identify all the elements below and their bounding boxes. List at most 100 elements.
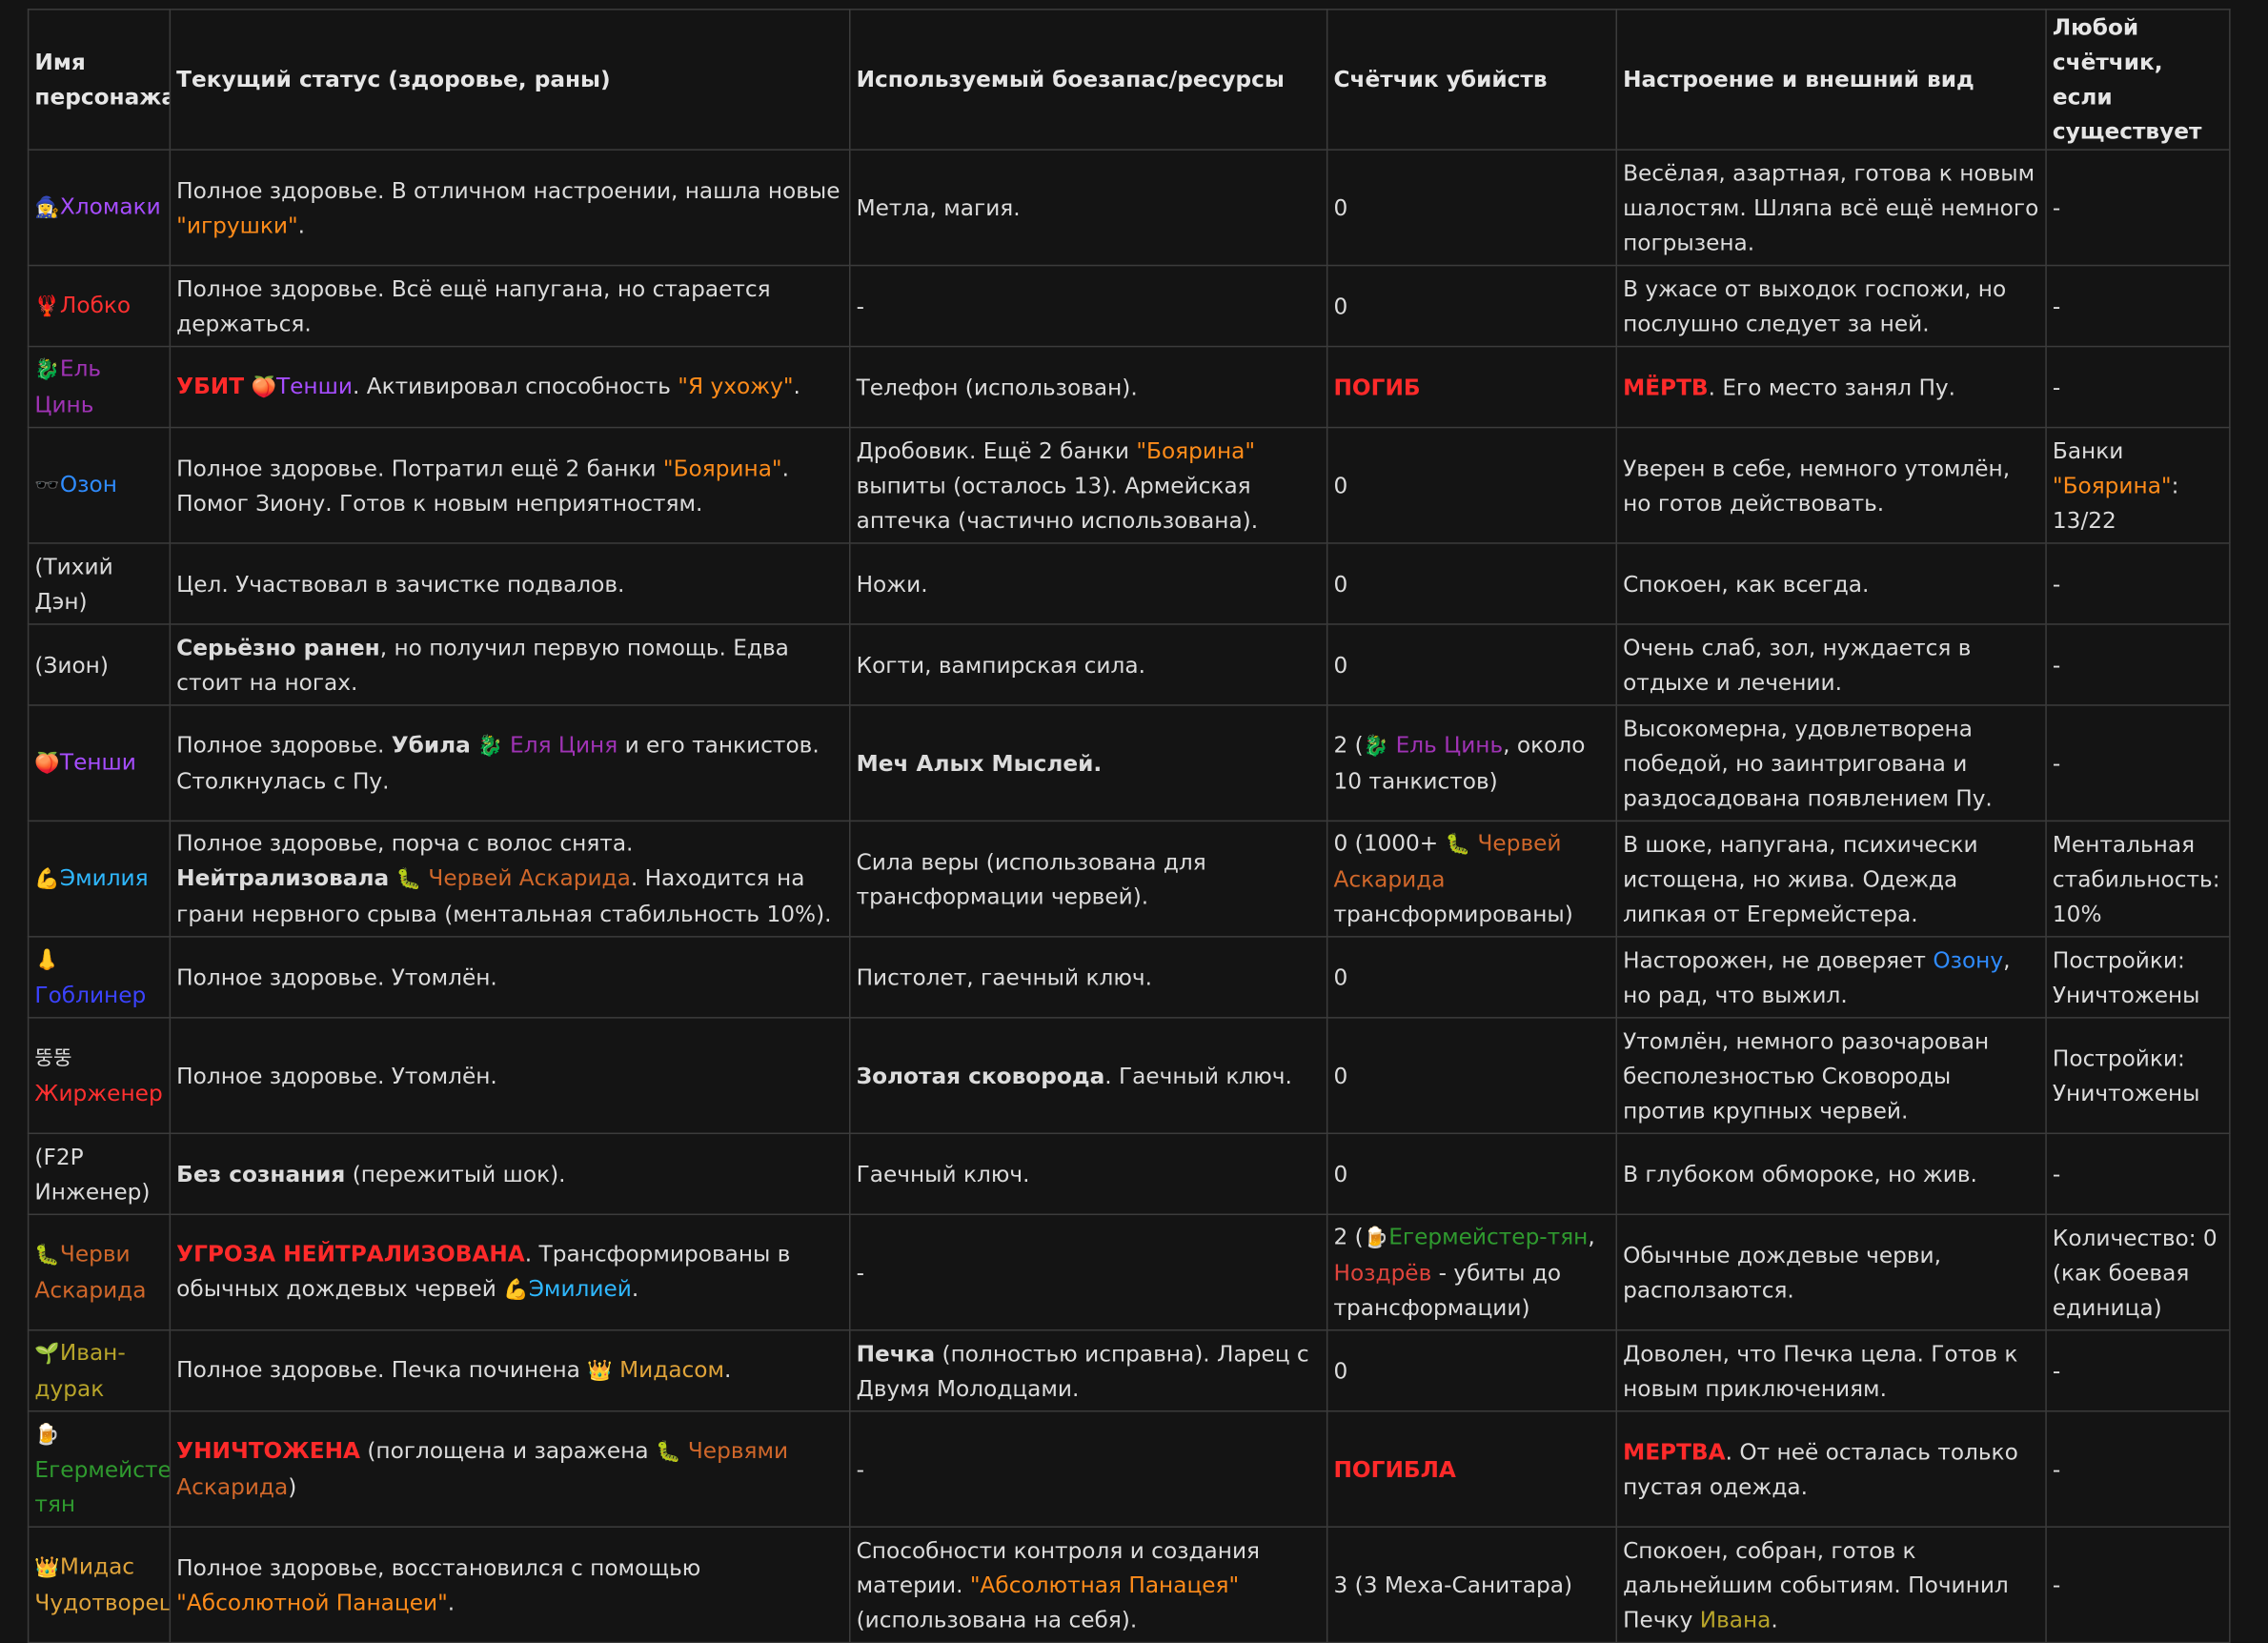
status-text: Полное здоровье. Печка починена	[176, 1356, 588, 1384]
kills-text: - убиты до трансформации)	[1333, 1260, 1562, 1321]
cell-counter: -	[2045, 264, 2231, 348]
cell-resources: Способности контроля и создания материи.…	[849, 1526, 1328, 1643]
dragon-icon: 🐉	[1363, 735, 1389, 759]
cell-status: Полное здоровье. Убила 🐉 Еля Циня и его …	[169, 704, 851, 822]
worm-icon: 🐛	[395, 867, 422, 892]
cell-kills: 2 (🍺Егермейстер-тян, Ноздрёв - убиты до …	[1326, 1213, 1618, 1331]
cell-resources: Меч Алых Мыслей.	[849, 704, 1328, 822]
status-neutralized: УГРОЗА НЕЙТРАЛИЗОВАНА	[176, 1241, 525, 1268]
character-link: Червей Аскарида	[1333, 830, 1562, 893]
sunglasses-icon: 🕶️	[34, 474, 60, 498]
cell-status: УБИТ 🍑Тенши. Активировал способность "Я …	[169, 345, 851, 429]
status-bold: Без сознания	[176, 1161, 346, 1187]
status-highlight: "Абсолютной Панацеи"	[176, 1589, 448, 1615]
table-row: 👑Мидас Чудотворец Полное здоровье, восст…	[27, 1526, 2231, 1643]
cell-status: УНИЧТОЖЕНА (поглощена и заражена 🐛 Червя…	[169, 1410, 851, 1528]
cell-status: Полное здоровье, порча с волос снята. Не…	[169, 820, 851, 938]
status-text: Полное здоровье.	[176, 732, 392, 759]
status-bold: Убила	[391, 732, 471, 759]
header-mood: Настроение и внешний вид	[1615, 9, 2047, 151]
cell-mood: МЁРТВ. Его место занял Пу.	[1615, 345, 2047, 429]
status-text: )	[288, 1473, 297, 1501]
status-highlight: "Я ухожу"	[678, 373, 794, 399]
status-text: (поглощена и заражена	[359, 1437, 657, 1465]
cell-counter: -	[2045, 345, 2231, 429]
witch-icon: 🧙‍♀️	[34, 196, 60, 220]
status-text: .	[631, 1275, 639, 1303]
cell-mood: Очень слаб, зол, нуждается в отдыхе и ле…	[1615, 623, 2047, 706]
character-name: Мидас Чудотворец	[34, 1553, 171, 1616]
mood-text: , но рад, что выжил.	[1623, 946, 2011, 1008]
resources-text: Дробовик. Ещё 2 банки	[856, 437, 1137, 464]
cell-mood: Насторожен, не доверяет Озону, но рад, ч…	[1615, 936, 2047, 1019]
cell-counter: -	[2045, 704, 2231, 822]
cell-name: 🌱Иван-дурак	[27, 1329, 172, 1412]
kills-text: 2 (	[1333, 732, 1364, 759]
status-bold: Нейтрализовала	[176, 864, 390, 892]
header-status: Текущий статус (здоровье, раны)	[169, 9, 851, 151]
flexed-bicep-icon: 💪	[503, 1278, 529, 1303]
cell-resources: -	[849, 264, 1328, 348]
cell-mood: В ужасе от выходок госпожи, но послушно …	[1615, 264, 2047, 348]
mood-text: Спокоен, собран, готов к дальнейшим собы…	[1623, 1536, 2009, 1633]
mood-text: . От неё осталась только пустая одежда.	[1623, 1438, 2018, 1500]
status-text: .	[447, 1589, 456, 1615]
mood-text: Насторожен, не доверяет	[1623, 946, 1934, 973]
table-row: 🍑Тенши Полное здоровье. Убила 🐉 Еля Циня…	[27, 704, 2231, 822]
kills-text: , около 10 танкистов)	[1333, 732, 1586, 795]
cell-mood: Уверен в себе, немного утомлён, но готов…	[1615, 426, 2047, 544]
cell-counter: -	[2045, 1410, 2231, 1528]
cell-resources: Сила веры (использована для трансформаци…	[849, 820, 1328, 938]
status-text: . Активировал способность	[352, 373, 678, 399]
character-name: Эмилия	[59, 864, 149, 892]
cell-counter: -	[2045, 623, 2231, 706]
status-text: Полное здоровье. В отличном настроении, …	[176, 176, 840, 204]
resources-text: . Гаечный ключ.	[1104, 1062, 1292, 1089]
sprout-icon: 🌱	[34, 1342, 60, 1366]
cell-counter: -	[2045, 1526, 2231, 1643]
status-text: и его танкистов. Столкнулась с Пу.	[176, 732, 820, 795]
table-row: 💪Эмилия Полное здоровье, порча с волос с…	[27, 820, 2231, 938]
character-name: Тенши	[59, 749, 136, 776]
character-name: Иван-дурак	[34, 1339, 126, 1402]
resources-text: Способности контроля и создания материи.	[856, 1536, 1261, 1598]
cell-counter: -	[2045, 542, 2231, 625]
cell-name: 🐉Ель Цинь	[27, 345, 172, 429]
cell-resources: Пистолет, гаечный ключ.	[849, 936, 1328, 1019]
kills-text: ,	[1588, 1224, 1595, 1250]
worm-icon: 🐛	[34, 1244, 60, 1268]
status-text: .	[724, 1356, 732, 1384]
status-text: .	[297, 212, 306, 238]
cell-kills: 0	[1326, 936, 1618, 1019]
cell-counter: Количество: 0 (как боевая единица)	[2045, 1213, 2231, 1331]
cell-status: Полное здоровье. В отличном настроении, …	[169, 149, 851, 267]
cell-kills: ПОГИБ	[1326, 345, 1618, 429]
character-name: Черви Аскарида	[34, 1241, 147, 1304]
character-link: Тенши	[275, 373, 353, 399]
status-killed: УБИТ	[176, 373, 245, 399]
cell-name: 🍑Тенши	[27, 704, 172, 822]
cell-status: Полное здоровье. Потратил ещё 2 банки "Б…	[169, 426, 851, 544]
cell-name: 🕶️Озон	[27, 426, 172, 544]
cell-mood: В глубоком обмороке, но жив.	[1615, 1132, 2047, 1216]
table-row: (F2P Инженер) Без сознания (пережитый шо…	[27, 1132, 2231, 1216]
flexed-bicep-icon: 💪	[34, 867, 60, 892]
cell-status: Цел. Участвовал в зачистке подвалов.	[169, 542, 851, 625]
mood-dead: МЁРТВ	[1623, 374, 1709, 400]
peach-icon: 🍑	[251, 375, 276, 399]
cell-mood: Спокоен, собран, готов к дальнейшим собы…	[1615, 1526, 2047, 1643]
character-link: Ноздрёв	[1333, 1260, 1432, 1287]
table-row: 🌱Иван-дурак Полное здоровье. Печка почин…	[27, 1329, 2231, 1412]
cell-mood: МЕРТВА. От неё осталась только пустая од…	[1615, 1410, 2047, 1528]
cell-kills: 3 (3 Меха-Санитара)	[1326, 1526, 1618, 1643]
beer-icon: 🍺	[34, 1423, 60, 1447]
cell-name: 💪Эмилия	[27, 820, 172, 938]
cell-resources: Телефон (использован).	[849, 345, 1328, 429]
cell-mood: Весёлая, азартная, готова к новым шалост…	[1615, 149, 2047, 267]
mood-dead: МЕРТВА	[1623, 1438, 1726, 1465]
cell-kills: 0	[1326, 426, 1618, 544]
cell-counter: Банки "Боярина": 13/22	[2045, 426, 2231, 544]
cell-status: Полное здоровье. Утомлён.	[169, 936, 851, 1019]
kills-text: 2 (	[1333, 1224, 1364, 1250]
